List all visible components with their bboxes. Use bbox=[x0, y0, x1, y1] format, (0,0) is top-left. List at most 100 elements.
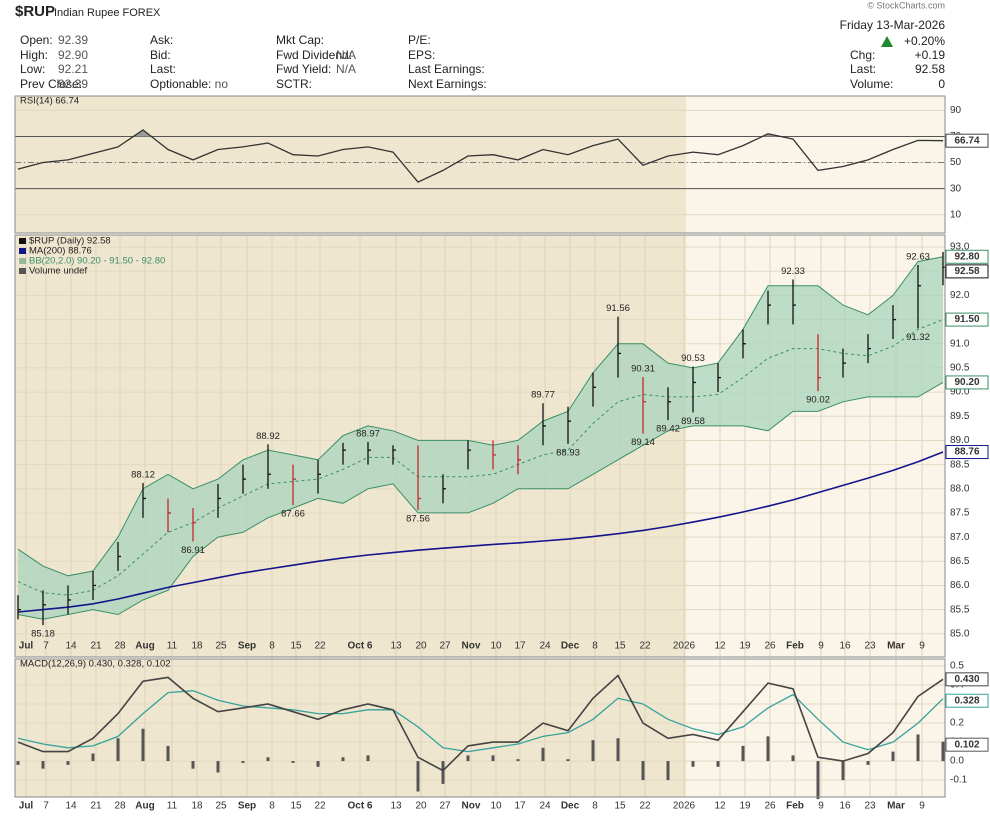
macd-histogram-bar bbox=[716, 761, 720, 767]
high-label: 88.12 bbox=[131, 469, 155, 480]
x-tick-label: 25 bbox=[215, 641, 227, 652]
x-tick-label: 16 bbox=[839, 801, 851, 812]
macd-histogram-bar bbox=[166, 745, 170, 762]
low-label: 86.91 bbox=[181, 545, 205, 556]
close-last-box bbox=[945, 264, 989, 279]
x-tick-label: 15 bbox=[290, 641, 302, 652]
field-label: Open: bbox=[20, 33, 53, 47]
x-tick-label: Oct 6 bbox=[347, 801, 372, 812]
change-pct: +0.20% bbox=[904, 34, 945, 48]
field-value: 0 bbox=[938, 77, 945, 91]
x-tick-label: Dec bbox=[561, 801, 580, 812]
x-tick-label: 17 bbox=[514, 801, 526, 812]
x-tick-label: Oct 6 bbox=[347, 641, 372, 652]
low-label: 90.02 bbox=[806, 395, 830, 406]
macd-histogram-bar bbox=[416, 761, 420, 792]
x-tick-label: 8 bbox=[269, 641, 275, 652]
x-tick-label: 22 bbox=[639, 641, 651, 652]
macd-histogram-bar bbox=[841, 761, 845, 781]
x-tick-label: Mar bbox=[887, 641, 905, 652]
field-label: P/E: bbox=[408, 33, 431, 47]
macd-histogram-bar bbox=[141, 728, 145, 762]
field-value: 92.90 bbox=[58, 48, 88, 62]
rsi-legend: RSI(14) 66.74 bbox=[20, 96, 79, 107]
x-tick-label: 24 bbox=[539, 801, 551, 812]
panel-border bbox=[14, 95, 946, 234]
low-label: 89.58 bbox=[681, 416, 705, 427]
low-label: 91.32 bbox=[906, 332, 930, 343]
ma-last-box bbox=[945, 445, 989, 460]
macd-legend: MACD(12,26,9) 0.430, 0.328, 0.102 bbox=[20, 659, 171, 670]
macd-histogram-bar bbox=[916, 734, 920, 762]
x-tick-label: 21 bbox=[90, 641, 102, 652]
panel-border bbox=[14, 234, 946, 658]
x-tick-label: 22 bbox=[639, 801, 651, 812]
low-label: 88.93 bbox=[556, 447, 580, 458]
legend-icon bbox=[19, 248, 26, 254]
macd-last: 0.430 bbox=[954, 674, 979, 685]
field-label: Low: bbox=[20, 62, 45, 76]
x-tick-label: 7 bbox=[43, 641, 49, 652]
y-tick-label: 0.5 bbox=[950, 661, 964, 672]
panel-bg bbox=[15, 659, 686, 797]
x-tick-label: 2026 bbox=[673, 801, 696, 812]
macd-histogram-bar bbox=[16, 761, 20, 765]
y-tick-label: 91.0 bbox=[950, 338, 970, 349]
macd-histogram-bar bbox=[216, 761, 220, 773]
macd-histogram-bar bbox=[641, 761, 645, 781]
bollinger-upper bbox=[17, 256, 944, 577]
date: Friday 13-Mar-2026 bbox=[840, 18, 946, 32]
macd-histogram-bar bbox=[441, 761, 445, 784]
field-value: 92.58 bbox=[915, 62, 945, 76]
x-tick-label: 19 bbox=[739, 801, 751, 812]
low-label: 85.18 bbox=[31, 629, 55, 640]
low-label: 89.14 bbox=[631, 437, 655, 448]
macd-histogram-bar bbox=[791, 755, 795, 762]
rsi-last-box bbox=[945, 133, 989, 148]
x-tick-label: 18 bbox=[191, 801, 203, 812]
x-tick-label: 8 bbox=[269, 801, 275, 812]
x-tick-label: 28 bbox=[114, 801, 126, 812]
macd-histogram-bar bbox=[66, 761, 70, 765]
macd-histogram-bar bbox=[241, 761, 245, 763]
macd-histogram-bar bbox=[566, 759, 570, 762]
x-tick-label: 11 bbox=[167, 641, 178, 652]
y-tick-label: 88.5 bbox=[950, 459, 970, 470]
ma-200 bbox=[17, 451, 944, 613]
macd-histogram-bar bbox=[366, 755, 370, 762]
legend-icon bbox=[19, 258, 26, 264]
x-tick-label: 10 bbox=[490, 801, 502, 812]
y-tick-label: 89.5 bbox=[950, 411, 970, 422]
x-tick-label: 10 bbox=[490, 641, 502, 652]
x-tick-label: 23 bbox=[864, 641, 876, 652]
macd-histogram-bar bbox=[191, 761, 195, 769]
high-label: 90.31 bbox=[631, 364, 655, 375]
field-value: 92.39 bbox=[58, 77, 88, 91]
rsi-last: 66.74 bbox=[954, 135, 979, 146]
macd-histogram-bar bbox=[466, 755, 470, 762]
x-tick-label: 9 bbox=[818, 801, 824, 812]
macd-histogram-bar bbox=[741, 745, 745, 762]
y-tick-label: 88.0 bbox=[950, 483, 970, 494]
x-tick-label: Feb bbox=[786, 801, 804, 812]
macd-histogram-bar bbox=[41, 761, 45, 769]
x-tick-label: 13 bbox=[390, 801, 402, 812]
field-label: Last: bbox=[150, 62, 176, 76]
x-tick-label: Jul bbox=[19, 801, 34, 812]
field-label: SCTR: bbox=[276, 77, 312, 91]
field-label: EPS: bbox=[408, 48, 435, 62]
x-tick-label: Aug bbox=[135, 641, 154, 652]
bollinger-middle bbox=[17, 319, 944, 596]
panel-bg bbox=[686, 96, 945, 233]
histogram-last: 0.102 bbox=[954, 739, 979, 750]
x-tick-label: 14 bbox=[65, 641, 77, 652]
x-tick-label: 27 bbox=[439, 801, 451, 812]
x-tick-label: Sep bbox=[238, 801, 256, 812]
macd-histogram-bar bbox=[866, 761, 870, 765]
bb-middle-last-box bbox=[945, 312, 989, 327]
field-label: Ask: bbox=[150, 33, 173, 47]
y-tick-label: 92.0 bbox=[950, 290, 970, 301]
low-label: 87.56 bbox=[406, 514, 430, 525]
panel-border bbox=[14, 658, 946, 798]
